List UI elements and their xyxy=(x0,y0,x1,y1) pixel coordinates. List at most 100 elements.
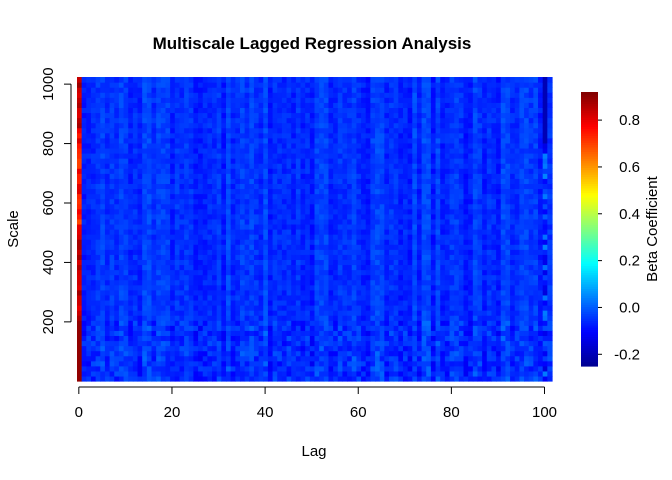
heatmap-cell xyxy=(212,340,218,347)
heatmap-cell xyxy=(100,168,106,174)
heatmap-cell xyxy=(123,153,129,159)
heatmap-cell xyxy=(81,350,87,357)
heatmap-cell xyxy=(440,122,446,129)
heatmap-cell xyxy=(170,259,176,266)
heatmap-cell xyxy=(286,203,292,210)
heatmap-cell xyxy=(314,87,320,93)
heatmap-cell xyxy=(379,102,385,108)
heatmap-cell xyxy=(184,249,190,255)
heatmap-cell xyxy=(244,213,250,220)
heatmap-cell xyxy=(402,147,409,154)
heatmap-cell xyxy=(165,82,171,88)
heatmap-cell xyxy=(291,87,297,93)
heatmap-cell xyxy=(412,269,418,276)
heatmap-cell xyxy=(463,375,469,382)
heatmap-cell xyxy=(146,173,153,179)
heatmap-cell xyxy=(90,294,97,301)
heatmap-cell xyxy=(389,173,395,179)
heatmap-cell xyxy=(142,173,148,179)
heatmap-cell xyxy=(277,137,283,144)
heatmap-cell xyxy=(263,142,269,149)
heatmap-cell xyxy=(207,335,213,342)
heatmap-cell xyxy=(323,147,330,154)
heatmap-cell xyxy=(342,122,348,129)
heatmap-cell xyxy=(258,315,264,321)
heatmap-cell xyxy=(170,188,176,195)
heatmap-cell xyxy=(361,183,367,190)
heatmap-cell xyxy=(95,223,101,230)
heatmap-cell xyxy=(258,178,264,184)
heatmap-cell xyxy=(86,299,92,306)
heatmap-cell xyxy=(463,360,469,367)
heatmap-cell xyxy=(104,259,111,266)
heatmap-cell xyxy=(295,279,302,286)
heatmap-cell xyxy=(272,137,278,144)
heatmap-cell xyxy=(337,137,344,144)
heatmap-cell xyxy=(146,178,153,184)
heatmap-cell xyxy=(454,87,460,93)
heatmap-cell xyxy=(104,375,111,382)
heatmap-cell xyxy=(361,132,367,139)
heatmap-cell xyxy=(412,259,418,266)
heatmap-cell xyxy=(361,320,367,326)
heatmap-cell xyxy=(207,325,213,331)
heatmap-cell xyxy=(323,183,330,190)
heatmap-cell xyxy=(132,218,139,225)
heatmap-cell xyxy=(258,269,264,276)
heatmap-cell xyxy=(300,163,306,169)
heatmap-cell xyxy=(365,92,371,98)
heatmap-cell xyxy=(77,360,83,367)
heatmap-cell xyxy=(407,92,413,98)
heatmap-cell xyxy=(118,142,125,149)
heatmap-cell xyxy=(216,112,222,119)
heatmap-cell xyxy=(160,188,167,195)
heatmap-cell xyxy=(342,325,348,331)
heatmap-cell xyxy=(109,259,115,266)
heatmap-cell xyxy=(267,299,274,306)
heatmap-cell xyxy=(221,305,227,311)
heatmap-cell xyxy=(314,153,320,159)
heatmap-cell xyxy=(151,370,157,377)
heatmap-cell xyxy=(351,254,358,260)
heatmap-cell xyxy=(351,315,358,321)
heatmap-cell xyxy=(263,153,269,159)
heatmap-cell xyxy=(198,305,204,311)
heatmap-cell xyxy=(389,223,395,230)
heatmap-cell xyxy=(249,153,255,159)
heatmap-cell xyxy=(95,188,101,195)
heatmap-cell xyxy=(142,188,148,195)
heatmap-cell xyxy=(291,142,297,149)
heatmap-cell xyxy=(81,310,87,316)
heatmap-cell xyxy=(393,279,399,286)
heatmap-cell xyxy=(118,294,125,301)
heatmap-cell xyxy=(81,173,87,179)
heatmap-cell xyxy=(365,284,371,291)
heatmap-cell xyxy=(188,137,195,144)
heatmap-cell xyxy=(216,254,222,260)
heatmap-cell xyxy=(458,274,465,281)
heatmap-cell xyxy=(398,370,404,377)
heatmap-cell xyxy=(444,244,451,250)
heatmap-cell xyxy=(244,264,250,271)
heatmap-cell xyxy=(458,370,465,377)
heatmap-cell xyxy=(361,178,367,184)
heatmap-cell xyxy=(244,325,250,331)
heatmap-cell xyxy=(109,142,115,149)
heatmap-cell xyxy=(449,137,455,144)
heatmap-cell xyxy=(295,305,302,311)
heatmap-cell xyxy=(146,218,153,225)
heatmap-cell xyxy=(309,193,316,200)
heatmap-cell xyxy=(333,188,339,195)
heatmap-cell xyxy=(109,294,115,301)
heatmap-cell xyxy=(165,249,171,255)
heatmap-cell xyxy=(398,127,404,134)
heatmap-cell xyxy=(379,82,385,88)
heatmap-cell xyxy=(435,127,441,134)
heatmap-cell xyxy=(426,153,432,159)
heatmap-cell xyxy=(142,299,148,306)
heatmap-cell xyxy=(226,279,232,286)
heatmap-cell xyxy=(407,234,413,240)
heatmap-cell xyxy=(426,229,432,235)
heatmap-cell xyxy=(179,264,185,271)
heatmap-cell xyxy=(244,82,250,88)
